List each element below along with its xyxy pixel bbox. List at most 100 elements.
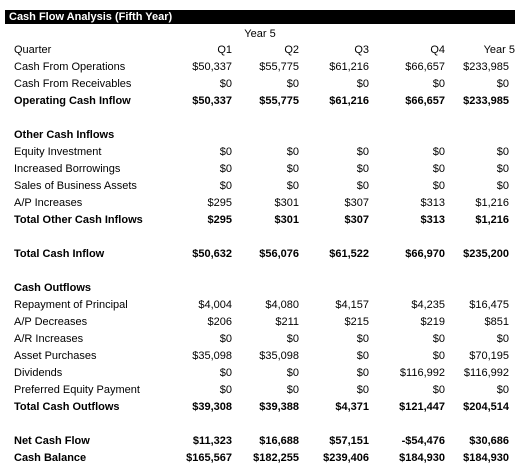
row-label: A/P Decreases [14,316,88,328]
cell-q3: $0 [356,350,369,362]
row-label: Total Cash Inflow [14,248,105,260]
cell-q3: $4,157 [335,299,369,311]
cell-q1: $50,632 [192,248,232,260]
cell-q2: $0 [286,384,299,396]
cell-q4: $313 [420,214,445,226]
cell-q2: $55,775 [259,95,299,107]
cell-q2: $0 [286,163,299,175]
cell-year: $235,200 [463,248,509,260]
cell-q2: $16,688 [259,435,299,447]
row-label: Preferred Equity Payment [14,384,140,396]
cell-q1: $50,337 [192,95,232,107]
cell-year: $204,514 [463,401,509,413]
cell-year: $233,985 [463,61,509,73]
row-operating-cash-inflow: Operating Cash Inflow $50,337 $55,775 $6… [5,93,515,110]
cell-q4: $66,657 [405,95,445,107]
row-label: Repayment of Principal [14,299,128,311]
row-asset-purchases: Asset Purchases $35,098 $35,098 $0 $0 $7… [5,348,515,365]
section-heading: Other Cash Inflows [14,129,115,141]
cell-year: $851 [484,316,509,328]
cell-year: $116,992 [463,367,509,379]
cell-q3: $0 [356,333,369,345]
cell-q3: $239,406 [323,452,369,464]
cell-q2: $0 [286,146,299,158]
column-header-q3: Q3 [354,44,369,56]
cell-q1: $295 [207,214,232,226]
cell-q2: $211 [275,316,299,328]
cell-q1: $0 [219,367,232,379]
cell-q1: $0 [219,384,232,396]
cell-year: $70,195 [469,350,509,362]
row-cash-from-receivables: Cash From Receivables $0 $0 $0 $0 $0 [5,76,515,93]
cell-q1: $0 [219,333,232,345]
cell-year: $30,686 [469,435,509,447]
cell-q4: $0 [432,180,445,192]
row-label: Sales of Business Assets [14,180,137,192]
cell-q4: $4,235 [411,299,445,311]
cell-q2: $55,775 [259,61,299,73]
column-header-q4: Q4 [430,44,445,56]
cell-q3: $0 [356,180,369,192]
cell-q4: $121,447 [399,401,445,413]
cell-q1: $0 [219,163,232,175]
cell-q4: $0 [432,384,445,396]
row-sales-of-business-assets: Sales of Business Assets $0 $0 $0 $0 $0 [5,178,515,195]
cell-q3: $0 [356,146,369,158]
row-label: Dividends [14,367,63,379]
cash-flow-table: Quarter Q1 Q2 Q3 Q4 Year 5 Cash From Ope… [5,42,515,467]
cell-q1: $165,567 [186,452,232,464]
cell-q2: $4,080 [265,299,299,311]
cell-q1: $11,323 [192,435,232,447]
cell-q2: $39,388 [259,401,299,413]
cell-q4: $0 [432,146,445,158]
cell-year: $0 [496,146,509,158]
column-header-year: Year 5 [483,44,515,56]
row-label: Increased Borrowings [14,163,121,175]
cell-year: $0 [496,333,509,345]
spacer-row [5,110,515,127]
cell-q3: $307 [344,214,369,226]
cell-q2: $0 [286,78,299,90]
row-label: A/P Increases [14,197,83,209]
cell-q4: $0 [432,163,445,175]
cell-year: $0 [496,163,509,175]
cell-q3: $57,151 [329,435,369,447]
row-label: Cash From Receivables [14,78,132,90]
cell-q3: $61,216 [329,95,369,107]
row-label: Net Cash Flow [14,435,90,447]
cell-q4: $0 [432,350,445,362]
row-total-other-cash-inflows: Total Other Cash Inflows $295 $301 $307 … [5,212,515,229]
row-repayment-of-principal: Repayment of Principal $4,004 $4,080 $4,… [5,297,515,314]
cell-q3: $4,371 [335,401,369,413]
cell-q3: $61,216 [329,61,369,73]
row-label: Asset Purchases [14,350,97,362]
row-label: Cash From Operations [14,61,126,73]
cell-q2: $182,255 [253,452,299,464]
cell-q3: $307 [344,197,369,209]
cell-year: $0 [496,180,509,192]
cell-q3: $0 [356,367,369,379]
cell-year: $233,985 [463,95,509,107]
row-total-cash-outflows: Total Cash Outflows $39,308 $39,388 $4,3… [5,399,515,416]
spacer-row [5,229,515,246]
section-other-cash-inflows: Other Cash Inflows [5,127,515,144]
row-equity-investment: Equity Investment $0 $0 $0 $0 $0 [5,144,515,161]
cell-q2: $301 [274,214,299,226]
section-cash-outflows: Cash Outflows [5,280,515,297]
cell-q2: $56,076 [259,248,299,260]
row-ap-decreases: A/P Decreases $206 $211 $215 $219 $851 [5,314,515,331]
row-label: Total Cash Outflows [14,401,120,413]
header-row: Quarter Q1 Q2 Q3 Q4 Year 5 [5,42,515,59]
row-cash-balance: Cash Balance $165,567 $182,255 $239,406 … [5,450,515,467]
row-cash-from-operations: Cash From Operations $50,337 $55,775 $61… [5,59,515,76]
cell-year: $1,216 [475,214,509,226]
cell-q4: $0 [432,333,445,345]
cell-q2: $0 [286,333,299,345]
row-label: A/R Increases [14,333,84,345]
cell-q4: $116,992 [399,367,445,379]
header-label: Quarter [14,44,52,56]
cell-q2: $35,098 [259,350,299,362]
column-header-q1: Q1 [217,44,232,56]
cell-year: $184,930 [463,452,509,464]
section-heading: Cash Outflows [14,282,92,294]
